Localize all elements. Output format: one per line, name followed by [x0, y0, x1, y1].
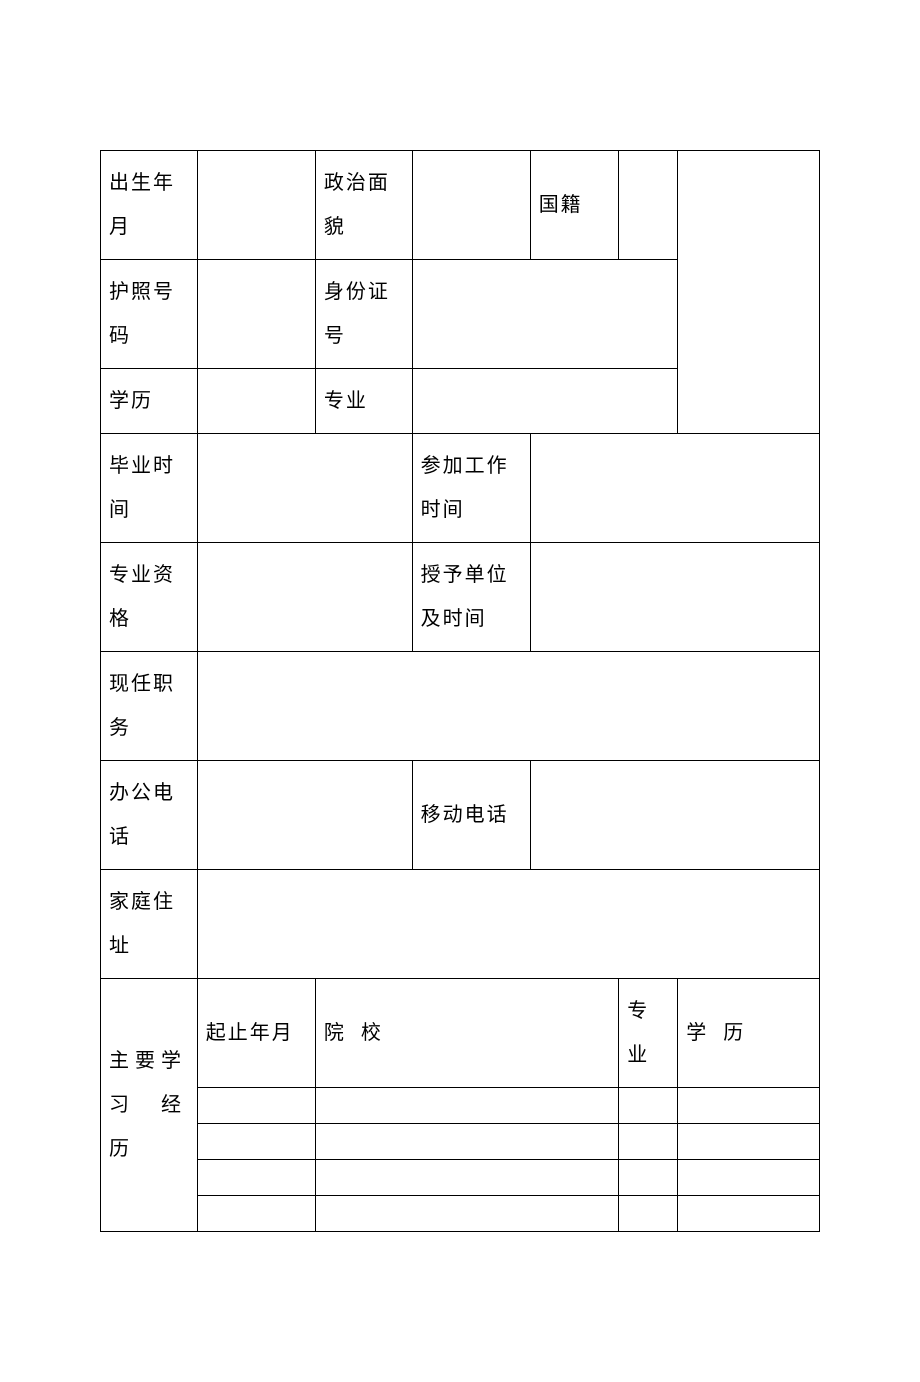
education-level-label: 学历 — [101, 369, 198, 434]
edu-degree-value[interactable] — [678, 1124, 820, 1160]
graduation-date-label: 毕业时间 — [101, 434, 198, 543]
personal-info-form: 出生年月 政治面貌 国籍 护照号码 身份证号 学历 专业 毕业时间 参加工作时间… — [100, 150, 820, 1232]
edu-period-value[interactable] — [197, 1160, 315, 1196]
major-value[interactable] — [412, 369, 678, 434]
work-start-date-label: 参加工作时间 — [412, 434, 530, 543]
study-history-label: 主要学习 经历 — [101, 979, 198, 1232]
home-address-label: 家庭住址 — [101, 870, 198, 979]
professional-qualification-label: 专业资格 — [101, 543, 198, 652]
edu-period-value[interactable] — [197, 1124, 315, 1160]
current-position-value[interactable] — [197, 652, 819, 761]
period-header: 起止年月 — [197, 979, 315, 1088]
nationality-label: 国籍 — [530, 151, 619, 260]
birth-date-value[interactable] — [197, 151, 315, 260]
edu-degree-value[interactable] — [678, 1160, 820, 1196]
edu-major-value[interactable] — [619, 1160, 678, 1196]
granting-unit-date-label: 授予单位及时间 — [412, 543, 530, 652]
office-phone-label: 办公电话 — [101, 761, 198, 870]
edu-school-value[interactable] — [315, 1160, 618, 1196]
major-label: 专业 — [315, 369, 412, 434]
edu-period-value[interactable] — [197, 1088, 315, 1124]
political-status-value[interactable] — [412, 151, 530, 260]
education-level-value[interactable] — [197, 369, 315, 434]
degree-header: 学 历 — [678, 979, 820, 1088]
professional-qualification-value[interactable] — [197, 543, 412, 652]
edu-major-value[interactable] — [619, 1124, 678, 1160]
home-address-value[interactable] — [197, 870, 819, 979]
political-status-label: 政治面貌 — [315, 151, 412, 260]
edu-major-value[interactable] — [619, 1196, 678, 1232]
nationality-value[interactable] — [619, 151, 678, 260]
school-header: 院 校 — [315, 979, 618, 1088]
edu-period-value[interactable] — [197, 1196, 315, 1232]
work-start-date-value[interactable] — [530, 434, 819, 543]
graduation-date-value[interactable] — [197, 434, 412, 543]
passport-number-label: 护照号码 — [101, 260, 198, 369]
edu-school-value[interactable] — [315, 1196, 618, 1232]
edu-major-value[interactable] — [619, 1088, 678, 1124]
granting-unit-date-value[interactable] — [530, 543, 819, 652]
mobile-phone-value[interactable] — [530, 761, 819, 870]
current-position-label: 现任职务 — [101, 652, 198, 761]
mobile-phone-label: 移动电话 — [412, 761, 530, 870]
id-number-label: 身份证号 — [315, 260, 412, 369]
office-phone-value[interactable] — [197, 761, 412, 870]
edu-school-value[interactable] — [315, 1088, 618, 1124]
edu-degree-value[interactable] — [678, 1088, 820, 1124]
photo-area — [678, 151, 820, 434]
edu-school-value[interactable] — [315, 1124, 618, 1160]
id-number-value[interactable] — [412, 260, 678, 369]
edu-degree-value[interactable] — [678, 1196, 820, 1232]
birth-date-label: 出生年月 — [101, 151, 198, 260]
study-major-header: 专 业 — [619, 979, 678, 1088]
passport-number-value[interactable] — [197, 260, 315, 369]
